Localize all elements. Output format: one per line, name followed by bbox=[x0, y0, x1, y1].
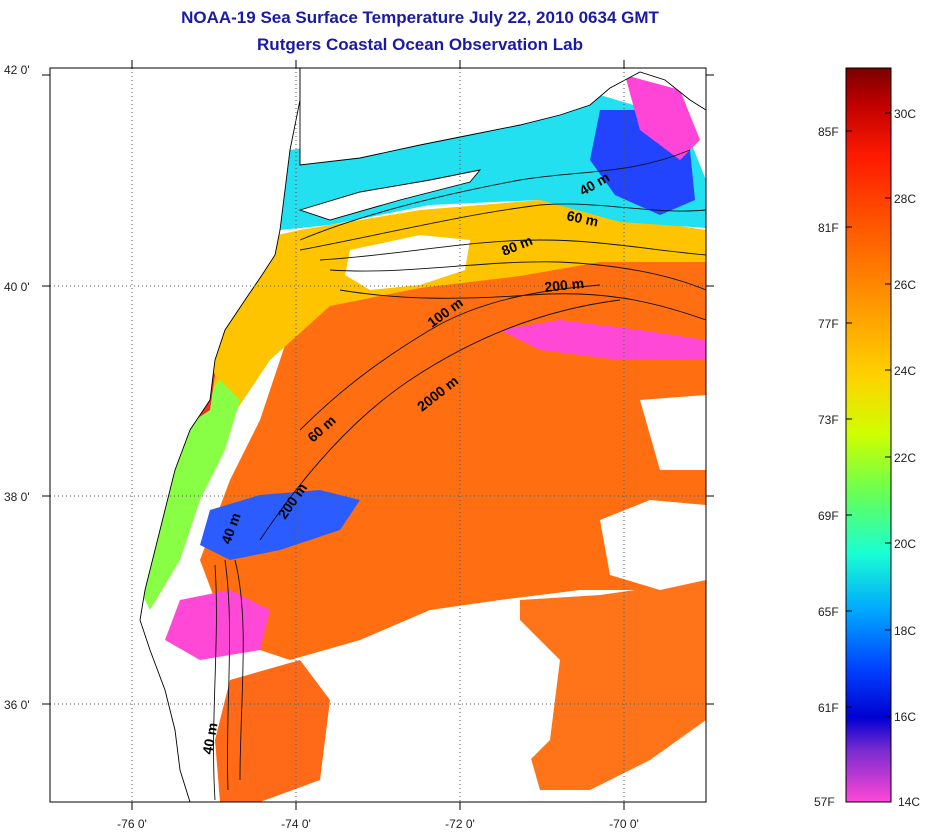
cold-streak-3 bbox=[500, 320, 706, 360]
contour-label-40m-south: 40 m bbox=[199, 721, 220, 755]
cold-streak-2 bbox=[165, 590, 270, 660]
sst-map bbox=[50, 68, 706, 802]
cloud-south bbox=[380, 620, 560, 795]
lat-label-36: 36 0' bbox=[4, 698, 30, 712]
colorbar-c-22: 22C bbox=[894, 451, 916, 465]
ocean-warm-region bbox=[200, 255, 706, 660]
axis-ticks bbox=[42, 60, 714, 810]
lon-label-76: -76 0' bbox=[117, 817, 147, 831]
colorbar-c-24: 24C bbox=[894, 364, 916, 378]
colorbar-f-61: 61F bbox=[818, 701, 839, 715]
cloud-north bbox=[345, 235, 470, 290]
lon-label-70: -70 0' bbox=[609, 817, 639, 831]
contour-label-200m-north: 200 m bbox=[544, 275, 585, 295]
land-new-england bbox=[299, 68, 706, 166]
shelf-green-band bbox=[140, 380, 240, 610]
lon-label-72: -72 0' bbox=[445, 817, 475, 831]
colorbar-f-81: 81F bbox=[818, 221, 839, 235]
shelf-yellow-band bbox=[140, 200, 706, 600]
colorbar-f-73: 73F bbox=[818, 413, 839, 427]
cloud-right bbox=[640, 395, 706, 470]
colorbar-c-26: 26C bbox=[894, 278, 916, 292]
lon-label-74: -74 0' bbox=[281, 817, 311, 831]
colorbar-c-14: 14C bbox=[898, 795, 920, 809]
land-long-island bbox=[298, 169, 482, 221]
colorbar-f-65: 65F bbox=[818, 605, 839, 619]
colorbar-f-85: 85F bbox=[818, 125, 839, 139]
colorbar-f-77: 77F bbox=[818, 317, 839, 331]
contour-label-60m-north: 60 m bbox=[565, 207, 600, 229]
ocean-warm-south bbox=[520, 580, 706, 790]
colorbar-c-28: 28C bbox=[894, 192, 916, 206]
colorbar-f-69: 69F bbox=[818, 509, 839, 523]
map-title: NOAA-19 Sea Surface Temperature July 22,… bbox=[181, 8, 659, 27]
colorbar-c-16: 16C bbox=[894, 710, 916, 724]
colorbar-f-57: 57F bbox=[814, 795, 835, 809]
northeast-magenta-patch bbox=[625, 75, 700, 160]
lat-label-38: 38 0' bbox=[4, 490, 30, 504]
colorbar-c-18: 18C bbox=[894, 624, 916, 638]
colorbar-c-30: 30C bbox=[894, 107, 916, 121]
lat-label-40: 40 0' bbox=[4, 280, 30, 294]
colorbar-gradient bbox=[845, 67, 892, 803]
land-mainland bbox=[50, 68, 301, 802]
isobath-lines bbox=[213, 149, 706, 801]
map-frame bbox=[49, 67, 707, 803]
ocean-warm-southwest bbox=[215, 660, 330, 802]
colorbar: 85F 81F 77F 73F 69F 65F 61F 57F 30C 28C … bbox=[814, 67, 920, 809]
graticule bbox=[50, 68, 706, 802]
map-subtitle: Rutgers Coastal Ocean Observation Lab bbox=[257, 35, 583, 54]
cold-streak-1 bbox=[200, 490, 360, 560]
cloud-east bbox=[600, 500, 706, 590]
colorbar-c-20: 20C bbox=[894, 537, 916, 551]
lat-label-42: 42 0' bbox=[4, 63, 30, 77]
